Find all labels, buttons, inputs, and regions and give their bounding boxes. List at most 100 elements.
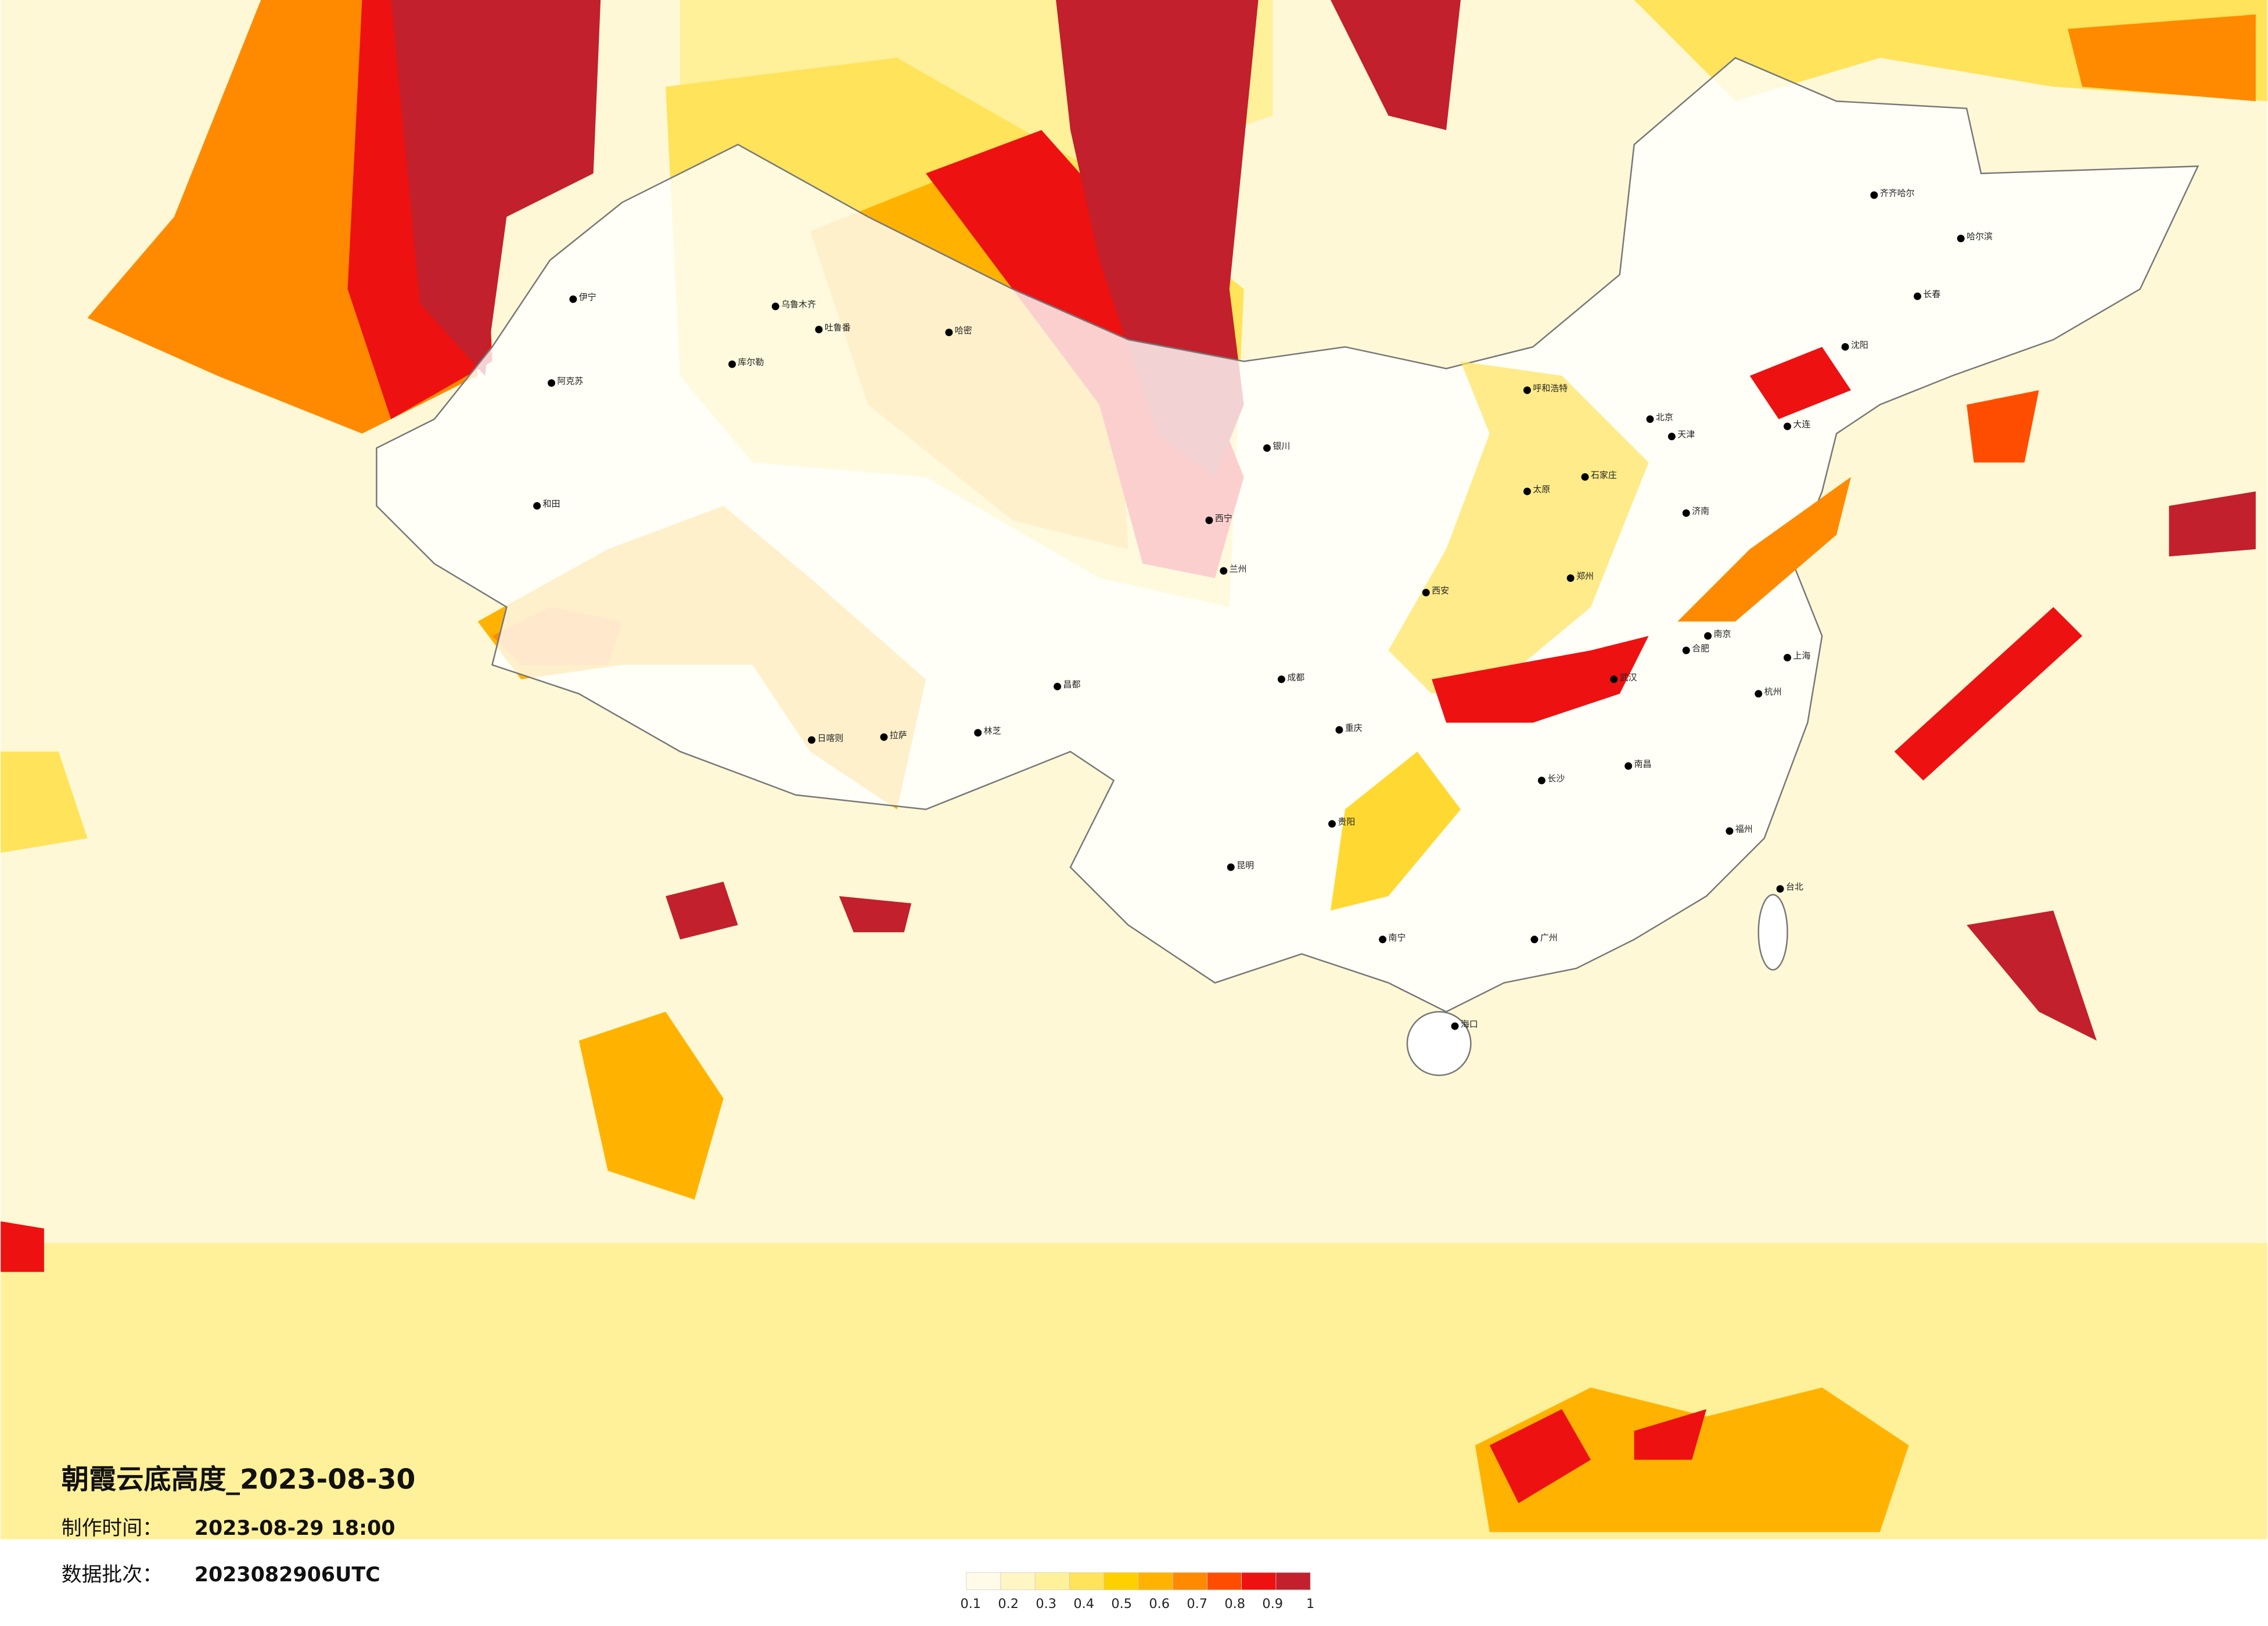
city-dot [1205,516,1213,524]
city-dot [569,295,577,303]
city-label: 南昌 [1634,759,1652,769]
city-dot [1624,762,1633,770]
city-dot [1682,509,1690,517]
city-label: 重庆 [1345,722,1363,733]
field-red [1749,347,1851,419]
legend-swatch [1275,1572,1311,1591]
city-dot [1870,191,1878,199]
city-label: 西安 [1432,585,1449,596]
city-dot [1784,653,1791,661]
city-label: 福州 [1735,824,1753,834]
taiwan-border [1757,894,1788,971]
city-label: 南京 [1714,629,1731,639]
city-label: 济南 [1692,506,1709,516]
city-dot [1704,632,1712,640]
field-orange [2068,14,2256,102]
legend-tick-label: 0.5 [1111,1596,1132,1611]
legend-swatch [1034,1572,1070,1591]
batch-label: 数据批次： [62,1563,163,1587]
field-darkred [1330,0,1461,130]
city-label: 阿克苏 [557,376,583,386]
city-dot [1682,646,1690,654]
city-label: 银川 [1273,441,1290,451]
legend-tick-label: 0.6 [1149,1596,1170,1611]
legend-swatch [1138,1572,1173,1591]
city-label: 石家庄 [1591,470,1617,480]
batch: 2023082906UTC [195,1563,380,1587]
city-label: 西宁 [1215,513,1232,524]
city-dot [1957,235,1965,243]
city-label: 海口 [1461,1019,1478,1030]
legend-tick-label: 0.4 [1073,1596,1094,1611]
city-dot [1451,1022,1459,1030]
produced-time: 2023-08-29 18:00 [195,1517,396,1540]
city-dot [1776,885,1784,893]
city-dot [1566,574,1575,582]
legend-tick-label: 1 [1306,1596,1314,1611]
city-dot [1523,487,1531,495]
city-dot [1227,863,1235,871]
field-red [1,1221,44,1272]
city-label: 广州 [1540,932,1558,942]
city-label: 上海 [1793,650,1810,661]
city-dot [1537,776,1545,785]
city-dot [1914,292,1921,300]
city-label: 长沙 [1547,774,1565,784]
city-label: 和田 [543,499,560,509]
city-dot [771,303,779,311]
city-dot [945,328,953,336]
city-dot [1581,473,1589,481]
city-dot [533,502,541,510]
city-dot [1263,444,1271,452]
city-dot [1054,682,1062,690]
city-dot [1667,433,1676,441]
city-dot [1422,588,1430,596]
legend-tick-label: 0.7 [1187,1596,1207,1611]
produced-label: 制作时间： [62,1517,163,1540]
legend-swatch [1104,1572,1139,1591]
city-label: 林芝 [984,725,1001,736]
city-label: 成都 [1287,672,1304,682]
city-dot [1530,936,1539,944]
city-label: 北京 [1656,412,1673,422]
city-label: 台北 [1786,882,1803,892]
field-darkred [1967,911,2097,1041]
field-darkred [2169,491,2256,557]
city-dot [1646,415,1654,423]
city-dot [1277,675,1285,684]
map-title: 朝霞云底高度_2023-08-30 [62,1464,416,1496]
city-dot [808,736,815,744]
city-label: 呼和浩特 [1533,383,1568,394]
city-dot [548,379,555,387]
legend: 0.1 0.2 0.3 0.4 0.5 0.6 0.7 0.8 0.9 1 [960,1572,1314,1611]
city-label: 昆明 [1237,860,1254,870]
city-label: 武汉 [1620,672,1637,682]
city-dot [1379,936,1387,944]
city-label: 合肥 [1692,643,1709,654]
city-label: 伊宁 [579,292,596,303]
city-dot [1220,567,1228,575]
city-label: 长春 [1923,289,1940,300]
field-yellow [1,751,88,853]
city-label: 沈阳 [1851,340,1868,350]
city-dot [728,360,736,368]
legend-swatch [1172,1572,1207,1591]
city-dot [880,733,888,741]
legend-tick-label: 0.2 [998,1596,1019,1611]
city-dot [1726,827,1734,835]
field-orange [1677,477,1851,622]
city-dot [1335,726,1343,734]
city-label: 拉萨 [890,730,907,740]
country-border [376,57,2199,1013]
city-label: 兰州 [1230,564,1247,574]
city-label: 南宁 [1389,932,1406,942]
city-label: 吐鲁番 [825,322,851,333]
field-yellow [1330,751,1461,911]
legend-swatch [1207,1572,1242,1591]
city-dot [1784,422,1791,430]
city-label: 库尔勒 [738,357,764,368]
field-yellow [1388,361,1649,694]
city-dot [1841,343,1849,351]
city-label: 贵阳 [1338,816,1355,827]
city-label: 太原 [1533,484,1550,495]
